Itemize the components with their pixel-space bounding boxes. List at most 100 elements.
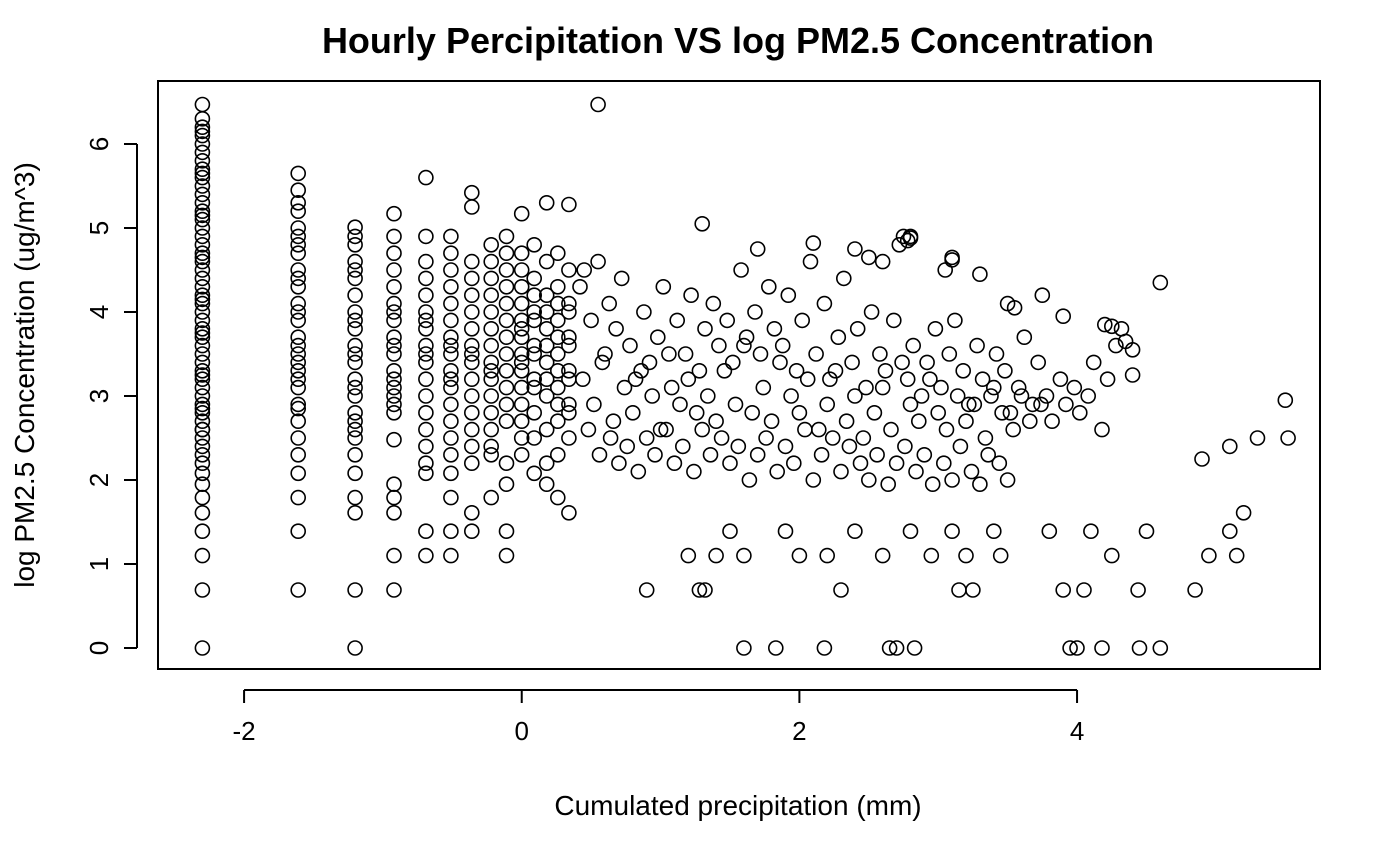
data-point (418, 312, 434, 329)
data-point (1222, 438, 1238, 455)
data-point (538, 253, 555, 270)
data-point (777, 438, 794, 455)
data-point (874, 379, 891, 396)
data-point (513, 262, 530, 278)
data-point (498, 547, 515, 564)
data-point (290, 220, 307, 236)
data-point (443, 362, 459, 379)
x-tick-label: 4 (1070, 716, 1084, 746)
data-point (526, 270, 543, 287)
data-point (841, 438, 858, 455)
data-point (194, 161, 211, 177)
data-point (418, 421, 434, 438)
data-point (783, 388, 799, 404)
data-point (513, 430, 530, 446)
data-point (194, 136, 211, 152)
data-point (819, 547, 836, 564)
data-point (290, 489, 307, 506)
data-point (290, 446, 307, 463)
y-tick-label: 3 (84, 389, 114, 403)
data-point (538, 320, 555, 337)
data-point (483, 354, 500, 371)
data-point (538, 304, 555, 320)
data-point (847, 241, 863, 257)
data-point (463, 455, 480, 472)
data-point (866, 404, 883, 421)
x-tick-label: -2 (233, 716, 256, 746)
data-point (1072, 404, 1088, 421)
data-point (418, 371, 434, 388)
data-point (597, 346, 613, 362)
data-point (443, 245, 459, 261)
data-point (418, 337, 434, 354)
y-tick-label: 4 (84, 305, 114, 319)
data-point (824, 430, 841, 446)
data-point (290, 295, 307, 312)
data-point (418, 354, 434, 371)
data-point (935, 455, 952, 472)
data-point (686, 463, 702, 480)
data-point (580, 421, 597, 438)
data-point (663, 379, 680, 396)
data-point (483, 270, 500, 287)
data-point (736, 640, 752, 656)
data-point (572, 278, 588, 295)
data-point (194, 430, 211, 446)
data-point (194, 123, 211, 140)
data-point (463, 287, 480, 304)
data-point (724, 354, 741, 371)
data-point (513, 329, 530, 346)
data-point (347, 404, 363, 421)
data-point (941, 346, 958, 362)
data-point (549, 396, 566, 413)
data-point (767, 640, 784, 656)
data-point (549, 346, 566, 362)
data-point (561, 196, 577, 213)
data-point (347, 421, 363, 438)
data-point (418, 169, 434, 186)
data-point (513, 354, 530, 371)
data-point (386, 205, 402, 222)
data-point (347, 262, 363, 278)
data-point (872, 346, 888, 362)
data-point (194, 228, 211, 245)
data-point (194, 337, 211, 354)
data-point (386, 346, 402, 362)
data-point (944, 523, 960, 540)
data-point (290, 582, 307, 598)
data-point (1104, 318, 1120, 335)
data-point (590, 253, 606, 270)
data-point (347, 489, 363, 506)
data-point (1124, 367, 1141, 383)
y-tick-label: 5 (84, 221, 114, 235)
data-point (661, 346, 677, 362)
data-point (538, 195, 555, 211)
data-point (1280, 430, 1296, 446)
data-point (833, 463, 849, 480)
data-point (833, 582, 849, 598)
data-point (777, 523, 794, 540)
data-point (194, 278, 211, 295)
data-point (877, 362, 894, 379)
data-point (483, 489, 500, 506)
data-point (1044, 413, 1060, 430)
data-point (808, 346, 824, 362)
data-point (386, 228, 402, 245)
data-point (594, 354, 611, 371)
data-point (680, 371, 697, 388)
data-point (1016, 329, 1033, 346)
data-point (290, 237, 307, 253)
data-point (902, 230, 919, 246)
data-point (538, 354, 555, 371)
data-point (498, 413, 515, 430)
data-point (1038, 388, 1055, 404)
data-point (747, 304, 763, 320)
data-point (561, 371, 577, 388)
data-point (988, 346, 1005, 362)
data-point (1076, 582, 1092, 598)
data-point (347, 388, 363, 404)
data-point (1094, 640, 1110, 656)
data-point (386, 312, 402, 329)
data-point (816, 295, 833, 312)
data-point (852, 455, 869, 472)
